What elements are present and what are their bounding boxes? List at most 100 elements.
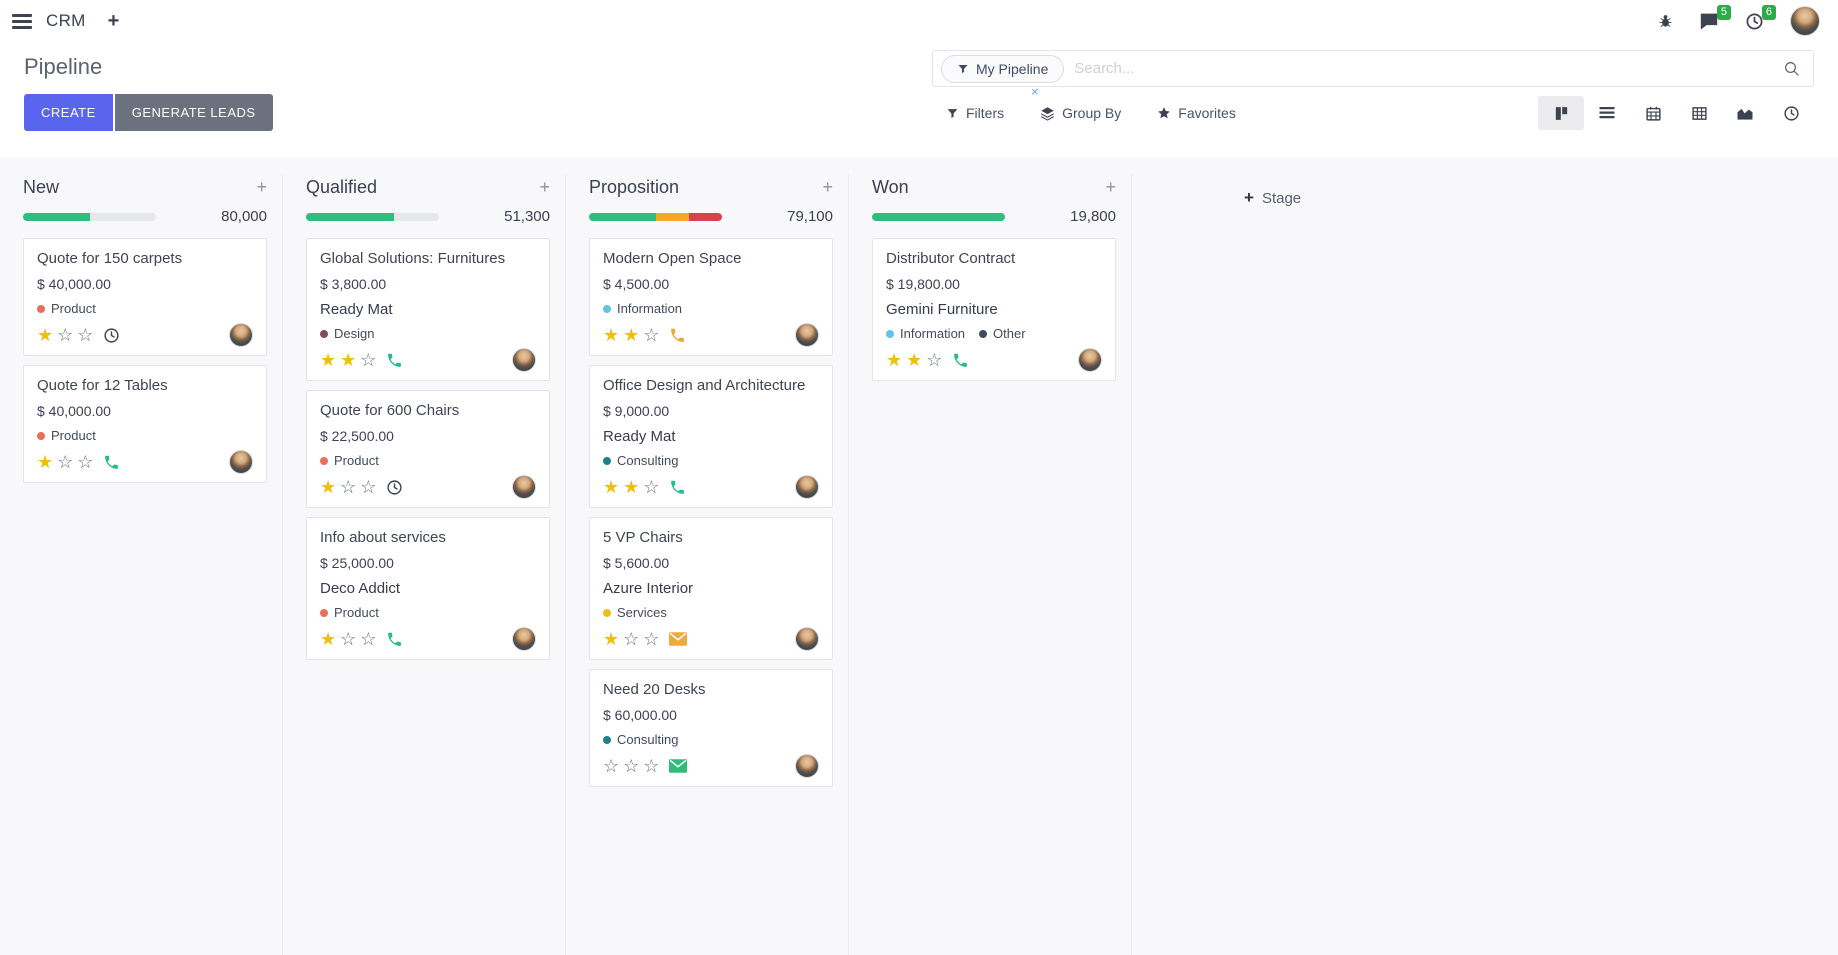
column-progressbar[interactable] <box>306 212 439 221</box>
star-empty-icon[interactable]: ☆ <box>643 477 660 497</box>
star-filled-icon[interactable]: ★ <box>320 350 337 370</box>
star-rating[interactable]: ★ ★ ☆ <box>603 326 659 344</box>
apps-menu-icon[interactable] <box>12 10 32 33</box>
avatar[interactable] <box>1078 348 1102 372</box>
pivot-view-button[interactable] <box>1676 96 1722 130</box>
star-empty-icon[interactable]: ☆ <box>360 350 377 370</box>
phone-activity-icon[interactable] <box>669 479 686 496</box>
progress-segment-orange[interactable] <box>655 212 689 221</box>
envelope-activity-icon[interactable] <box>669 759 688 773</box>
search-facet-my-pipeline[interactable]: My Pipeline <box>941 54 1065 83</box>
search-icon[interactable] <box>1783 60 1801 78</box>
generate-leads-button[interactable]: GENERATE LEADS <box>114 94 273 131</box>
star-empty-icon[interactable]: ☆ <box>77 325 94 345</box>
star-empty-icon[interactable]: ☆ <box>77 452 94 472</box>
star-rating[interactable]: ★ ☆ ☆ <box>320 630 376 648</box>
kanban-card[interactable]: Distributor Contract $ 19,800.00 Gemini … <box>872 238 1116 381</box>
phone-activity-icon[interactable] <box>386 352 403 369</box>
clock-activity-icon[interactable] <box>386 479 403 496</box>
star-empty-icon[interactable]: ☆ <box>57 452 74 472</box>
star-filled-icon[interactable]: ★ <box>603 325 620 345</box>
avatar[interactable] <box>229 323 253 347</box>
star-filled-icon[interactable]: ★ <box>37 452 54 472</box>
clock-activity-icon[interactable] <box>103 327 120 344</box>
star-filled-icon[interactable]: ★ <box>886 350 903 370</box>
star-filled-icon[interactable]: ★ <box>623 477 640 497</box>
quick-add-button[interactable]: + <box>107 9 120 32</box>
star-empty-icon[interactable]: ☆ <box>603 756 620 776</box>
star-rating[interactable]: ★ ★ ☆ <box>603 478 659 496</box>
star-empty-icon[interactable]: ☆ <box>360 629 377 649</box>
user-avatar[interactable] <box>1790 6 1820 36</box>
progress-segment-green[interactable] <box>872 212 1005 221</box>
star-rating[interactable]: ☆ ☆ ☆ <box>603 757 659 775</box>
graph-view-button[interactable] <box>1722 96 1768 130</box>
phone-activity-icon[interactable] <box>103 454 120 471</box>
column-add-button[interactable]: + <box>256 176 267 197</box>
star-empty-icon[interactable]: ☆ <box>340 477 357 497</box>
avatar[interactable] <box>512 627 536 651</box>
star-empty-icon[interactable]: ☆ <box>360 477 377 497</box>
star-rating[interactable]: ★ ☆ ☆ <box>320 478 376 496</box>
kanban-view-button[interactable] <box>1538 96 1584 130</box>
search-input[interactable] <box>1072 59 1783 78</box>
progress-segment-red[interactable] <box>688 212 722 221</box>
kanban-card[interactable]: Quote for 600 Chairs $ 22,500.00 Product… <box>306 390 550 508</box>
star-filled-icon[interactable]: ★ <box>320 629 337 649</box>
phone-activity-icon[interactable] <box>669 327 686 344</box>
star-filled-icon[interactable]: ★ <box>320 477 337 497</box>
column-progressbar[interactable] <box>23 212 156 221</box>
star-empty-icon[interactable]: ☆ <box>623 756 640 776</box>
star-filled-icon[interactable]: ★ <box>603 477 620 497</box>
avatar[interactable] <box>795 627 819 651</box>
star-empty-icon[interactable]: ☆ <box>623 629 640 649</box>
facet-remove-icon[interactable]: × <box>1031 84 1039 99</box>
star-rating[interactable]: ★ ☆ ☆ <box>37 453 93 471</box>
column-progressbar[interactable] <box>872 212 1005 221</box>
kanban-card[interactable]: Modern Open Space $ 4,500.00 Information… <box>589 238 833 356</box>
list-view-button[interactable] <box>1584 96 1630 130</box>
kanban-card[interactable]: Need 20 Desks $ 60,000.00 Consulting ☆ ☆ ☆ <box>589 669 833 787</box>
phone-activity-icon[interactable] <box>952 352 969 369</box>
star-empty-icon[interactable]: ☆ <box>643 629 660 649</box>
group-by-button[interactable]: Group By <box>1040 105 1121 121</box>
bug-icon[interactable] <box>1658 13 1673 29</box>
star-rating[interactable]: ★ ★ ☆ <box>886 351 942 369</box>
star-filled-icon[interactable]: ★ <box>906 350 923 370</box>
star-rating[interactable]: ★ ☆ ☆ <box>603 630 659 648</box>
star-empty-icon[interactable]: ☆ <box>57 325 74 345</box>
messages-icon[interactable]: 5 <box>1699 5 1731 30</box>
kanban-card[interactable]: Office Design and Architecture $ 9,000.0… <box>589 365 833 508</box>
star-empty-icon[interactable]: ☆ <box>643 756 660 776</box>
kanban-card[interactable]: Quote for 12 Tables $ 40,000.00 Product … <box>23 365 267 483</box>
column-add-button[interactable]: + <box>539 176 550 197</box>
progress-segment-green[interactable] <box>589 212 656 221</box>
star-rating[interactable]: ★ ☆ ☆ <box>37 326 93 344</box>
star-rating[interactable]: ★ ★ ☆ <box>320 351 376 369</box>
kanban-card[interactable]: Info about services $ 25,000.00 Deco Add… <box>306 517 550 660</box>
star-filled-icon[interactable]: ★ <box>603 629 620 649</box>
app-name[interactable]: CRM <box>46 11 86 30</box>
kanban-card[interactable]: Quote for 150 carpets $ 40,000.00 Produc… <box>23 238 267 356</box>
activities-clock-icon[interactable]: 6 <box>1745 4 1776 31</box>
star-empty-icon[interactable]: ☆ <box>926 350 943 370</box>
star-filled-icon[interactable]: ★ <box>340 350 357 370</box>
add-stage-button[interactable]: + Stage <box>1244 188 1301 208</box>
column-progressbar[interactable] <box>589 212 722 221</box>
activity-view-button[interactable] <box>1768 96 1814 130</box>
phone-activity-icon[interactable] <box>386 631 403 648</box>
kanban-card[interactable]: 5 VP Chairs $ 5,600.00 Azure Interior Se… <box>589 517 833 660</box>
star-filled-icon[interactable]: ★ <box>37 325 54 345</box>
calendar-view-button[interactable] <box>1630 96 1676 130</box>
avatar[interactable] <box>512 348 536 372</box>
progress-segment-green[interactable] <box>306 212 394 221</box>
star-empty-icon[interactable]: ☆ <box>340 629 357 649</box>
column-add-button[interactable]: + <box>1105 176 1116 197</box>
star-filled-icon[interactable]: ★ <box>623 325 640 345</box>
favorites-button[interactable]: Favorites <box>1157 105 1236 121</box>
avatar[interactable] <box>795 475 819 499</box>
create-button[interactable]: CREATE <box>24 94 113 131</box>
search-bar[interactable]: My Pipeline × <box>932 50 1814 99</box>
star-empty-icon[interactable]: ☆ <box>643 325 660 345</box>
avatar[interactable] <box>795 323 819 347</box>
